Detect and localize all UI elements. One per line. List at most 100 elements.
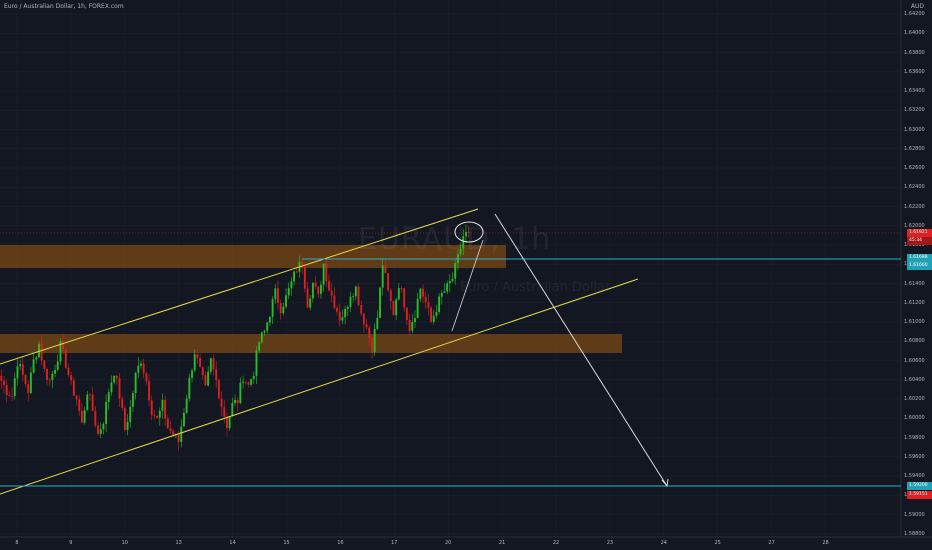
candle[interactable] — [207, 366, 210, 387]
candle[interactable] — [371, 335, 373, 359]
candle[interactable] — [384, 259, 387, 274]
candle[interactable] — [64, 348, 67, 370]
candle[interactable] — [322, 263, 325, 292]
candle[interactable] — [59, 338, 62, 366]
candle[interactable] — [46, 367, 48, 386]
candle[interactable] — [16, 359, 19, 386]
candle[interactable] — [99, 422, 102, 439]
candle[interactable] — [67, 363, 70, 378]
candle[interactable] — [271, 296, 274, 325]
candle[interactable] — [387, 273, 390, 292]
candle[interactable] — [255, 345, 258, 385]
candle[interactable] — [86, 390, 89, 411]
candle[interactable] — [75, 395, 78, 406]
candle[interactable] — [8, 391, 11, 397]
candle[interactable] — [365, 318, 368, 330]
candle[interactable] — [110, 375, 113, 396]
candle[interactable] — [411, 313, 414, 334]
candle[interactable] — [188, 373, 191, 402]
candle[interactable] — [314, 276, 317, 290]
candle[interactable] — [338, 303, 341, 327]
candle[interactable] — [287, 282, 290, 300]
candle[interactable] — [156, 415, 159, 419]
candle[interactable] — [102, 421, 105, 435]
candle[interactable] — [282, 302, 285, 316]
candle[interactable] — [212, 354, 215, 376]
candle[interactable] — [373, 323, 376, 356]
candle[interactable] — [309, 295, 312, 311]
demand-zone[interactable] — [0, 334, 622, 353]
candle[interactable] — [193, 349, 196, 373]
candle[interactable] — [427, 293, 430, 316]
candle[interactable] — [13, 372, 16, 400]
candle[interactable] — [129, 399, 132, 429]
candle[interactable] — [11, 387, 14, 401]
candle[interactable] — [293, 270, 296, 286]
candle[interactable] — [346, 305, 349, 317]
candle[interactable] — [290, 277, 293, 296]
candle[interactable] — [196, 349, 199, 364]
candle[interactable] — [362, 313, 365, 333]
symbol-title[interactable]: Euro / Australian Dollar, 1h, FOREX.com — [4, 3, 124, 10]
candle[interactable] — [32, 353, 35, 375]
candle[interactable] — [80, 403, 83, 424]
candle[interactable] — [279, 299, 282, 320]
candle[interactable] — [217, 378, 220, 399]
candle[interactable] — [164, 395, 167, 427]
candle[interactable] — [357, 283, 360, 306]
candle[interactable] — [400, 285, 403, 293]
candle[interactable] — [405, 307, 408, 325]
candle[interactable] — [244, 381, 247, 385]
candle[interactable] — [379, 286, 381, 318]
candle[interactable] — [105, 394, 108, 433]
candle[interactable] — [166, 414, 169, 430]
candle[interactable] — [107, 388, 110, 411]
candle[interactable] — [432, 309, 435, 325]
candle[interactable] — [250, 378, 253, 387]
candle[interactable] — [123, 405, 126, 432]
candle[interactable] — [448, 273, 451, 292]
candle[interactable] — [51, 370, 54, 389]
candle[interactable] — [78, 395, 81, 416]
candle[interactable] — [465, 224, 467, 243]
candle[interactable] — [360, 300, 363, 316]
candle[interactable] — [266, 321, 269, 334]
candle[interactable] — [0, 369, 3, 389]
candle[interactable] — [21, 356, 24, 382]
candle[interactable] — [199, 353, 202, 368]
candle[interactable] — [416, 292, 419, 319]
candle[interactable] — [183, 408, 185, 427]
supply-zone[interactable] — [0, 245, 506, 268]
candle[interactable] — [258, 341, 261, 354]
candle[interactable] — [43, 360, 46, 373]
candle[interactable] — [443, 283, 446, 293]
candle[interactable] — [118, 373, 121, 407]
candle[interactable] — [48, 377, 51, 387]
candle[interactable] — [247, 381, 250, 388]
candle[interactable] — [94, 405, 97, 428]
candle[interactable] — [344, 305, 347, 325]
candle[interactable] — [325, 259, 328, 288]
candle[interactable] — [91, 387, 94, 411]
candle[interactable] — [320, 280, 322, 299]
top-highlight-circle[interactable] — [454, 221, 484, 243]
candle[interactable] — [24, 374, 27, 388]
candle[interactable] — [424, 291, 427, 309]
candle[interactable] — [330, 282, 333, 303]
candle[interactable] — [220, 391, 223, 416]
candle[interactable] — [301, 260, 304, 274]
candle[interactable] — [234, 394, 236, 407]
candle[interactable] — [328, 274, 330, 292]
candle[interactable] — [403, 287, 406, 312]
candle[interactable] — [70, 371, 73, 385]
candle[interactable] — [462, 229, 465, 256]
candle[interactable] — [317, 286, 320, 299]
candle[interactable] — [35, 355, 38, 365]
candle[interactable] — [148, 374, 150, 407]
candle[interactable] — [408, 313, 411, 337]
candle[interactable] — [440, 290, 443, 305]
candle[interactable] — [368, 325, 371, 347]
candle[interactable] — [29, 366, 32, 395]
candle[interactable] — [349, 291, 352, 313]
